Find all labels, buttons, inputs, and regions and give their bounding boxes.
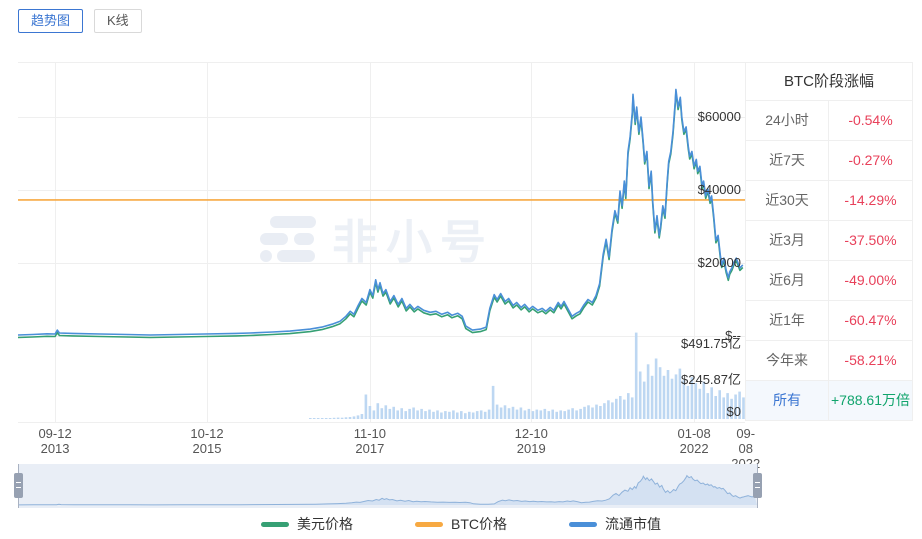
navigator-handle-left[interactable] [14, 473, 23, 498]
period-label: 近1年 [746, 301, 829, 340]
price-chart-plot[interactable]: $60000 $40000 $20000 $-- $491.75亿 $245.87亿 $0 [18, 62, 745, 423]
change-value: -37.50% [844, 232, 897, 248]
table-row: 今年来 -58.21% [746, 341, 912, 381]
x-axis-tick: 11-10 2017 [353, 426, 387, 456]
period-label: 24小时 [746, 101, 829, 140]
x-axis-tick: 12-10 2019 [514, 426, 548, 456]
change-value: -49.00% [844, 272, 897, 288]
change-value: -0.27% [848, 152, 893, 168]
tab-kline[interactable]: K线 [94, 9, 142, 33]
chart-mode-tabs: 趋势图 K线 [18, 9, 142, 33]
legend-item-3[interactable]: 流通市值 [569, 514, 661, 534]
navigator-area [19, 475, 757, 505]
table-row: 近6月 -49.00% [746, 261, 912, 301]
table-row: 所有 +788.61万倍 [746, 381, 912, 420]
period-label: 所有 [746, 381, 829, 420]
marketcap-line [18, 88, 744, 336]
legend-label: BTC价格 [451, 516, 507, 532]
legend-label: 美元价格 [297, 516, 353, 532]
navigator-chart[interactable] [19, 464, 757, 508]
x-axis: 09-12 2013 10-12 2015 11-10 2017 12-10 2019 01-0… [18, 426, 760, 471]
table-row: 近3月 -37.50% [746, 221, 912, 261]
legend-item-2[interactable]: BTC价格 [415, 514, 507, 534]
table-row: 24小时 -0.54% [746, 101, 912, 141]
change-value: +788.61万倍 [831, 392, 910, 408]
x-axis-tick: 01-08 2022 [677, 426, 711, 456]
x-axis-tick: 09-12 2013 [38, 426, 72, 456]
table-row: 近7天 -0.27% [746, 141, 912, 181]
tab-trend-chart[interactable]: 趋势图 [18, 9, 84, 33]
legend-label: 流通市值 [605, 516, 661, 532]
navigator-handle-right[interactable] [753, 473, 762, 498]
period-label: 近30天 [746, 181, 829, 220]
price-chart-canvas[interactable] [18, 62, 745, 423]
btc-change-table: BTC阶段涨幅 24小时 -0.54% 近7天 -0.27% 近30天 -14.29% 近3… [745, 62, 913, 421]
change-value: -58.21% [844, 352, 897, 368]
legend-swatch-icon [569, 521, 597, 527]
table-row: 近1年 -60.47% [746, 301, 912, 341]
period-label: 今年来 [746, 341, 829, 380]
period-label: 近7天 [746, 141, 829, 180]
marketcap-bars [309, 332, 745, 419]
legend: 美元价格 BTC价格 流通市值 [0, 514, 922, 534]
legend-item-1[interactable]: 美元价格 [261, 514, 353, 534]
navigator-line [19, 474, 755, 506]
table-title: BTC阶段涨幅 [746, 63, 912, 101]
change-value: -0.54% [848, 112, 893, 128]
table-row: 近30天 -14.29% [746, 181, 912, 221]
range-navigator[interactable] [14, 464, 762, 508]
period-label: 近3月 [746, 221, 829, 260]
period-label: 近6月 [746, 261, 829, 300]
x-axis-tick: 10-12 2015 [190, 426, 224, 456]
change-value: -60.47% [844, 312, 897, 328]
usd-price-line [18, 91, 744, 339]
legend-swatch-icon [261, 521, 289, 527]
change-value: -14.29% [844, 192, 897, 208]
legend-swatch-icon [415, 521, 443, 527]
